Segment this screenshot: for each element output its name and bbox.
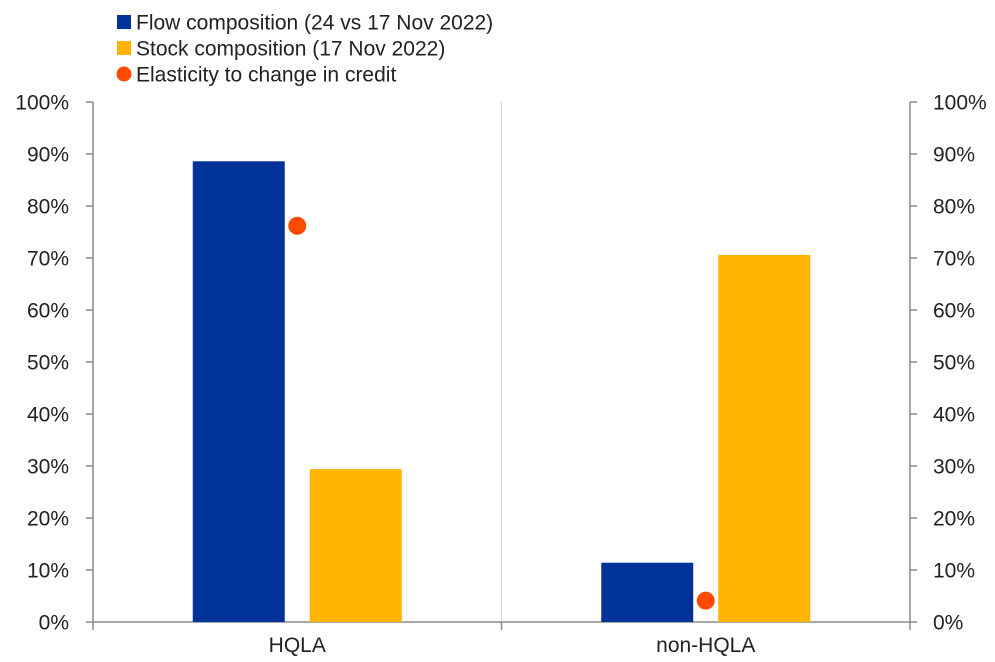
dot-0-1: [696, 591, 715, 610]
bar-1-0: [309, 469, 402, 622]
bar-0-1: [601, 562, 694, 622]
legend-label-0: Flow composition (24 vs 17 Nov 2022): [136, 12, 493, 35]
legend-swatch-2: [116, 66, 132, 82]
y-tick-label-right-1: 10%: [933, 560, 975, 583]
legend-swatch-1: [117, 41, 131, 55]
bar-1-1: [718, 254, 811, 622]
y-tick-label-left-5: 50%: [27, 352, 69, 375]
y-tick-label-left-0: 0%: [39, 612, 69, 635]
dots: [288, 216, 715, 610]
bars: [192, 161, 811, 622]
y-tick-label-right-2: 20%: [933, 508, 975, 531]
y-tick-label-left-7: 70%: [27, 248, 69, 271]
y-tick-label-right-7: 70%: [933, 248, 975, 271]
y-tick-label-left-6: 60%: [27, 300, 69, 323]
y-tick-label-right-8: 80%: [933, 196, 975, 219]
y-tick-label-right-9: 90%: [933, 144, 975, 167]
x-tick-label-0: HQLA: [269, 634, 326, 657]
y-tick-label-right-0: 0%: [933, 612, 963, 635]
y-tick-label-right-10: 100%: [933, 92, 987, 115]
y-tick-label-left-10: 100%: [15, 92, 69, 115]
y-tick-label-left-1: 10%: [27, 560, 69, 583]
y-tick-label-right-6: 60%: [933, 300, 975, 323]
y-tick-label-right-5: 50%: [933, 352, 975, 375]
legend-label-2: Elasticity to change in credit: [136, 64, 396, 87]
legend: Flow composition (24 vs 17 Nov 2022) Stoc…: [116, 12, 493, 87]
y-tick-label-left-2: 20%: [27, 508, 69, 531]
y-tick-label-right-3: 30%: [933, 456, 975, 479]
y-tick-label-left-3: 30%: [27, 456, 69, 479]
legend-swatch-0: [117, 15, 131, 29]
y-tick-label-left-4: 40%: [27, 404, 69, 427]
y-tick-label-left-9: 90%: [27, 144, 69, 167]
y-tick-label-right-4: 40%: [933, 404, 975, 427]
legend-label-1: Stock composition (17 Nov 2022): [136, 38, 445, 61]
x-tick-label-1: non-HQLA: [656, 634, 755, 657]
y-tick-label-left-8: 80%: [27, 196, 69, 219]
bar-0-0: [192, 161, 285, 622]
tick-labels: 0% 10% 20% 30% 40% 50% 60% 70% 80% 90% 100% 0% 10% 20…: [15, 92, 986, 658]
dot-0-0: [288, 216, 307, 235]
